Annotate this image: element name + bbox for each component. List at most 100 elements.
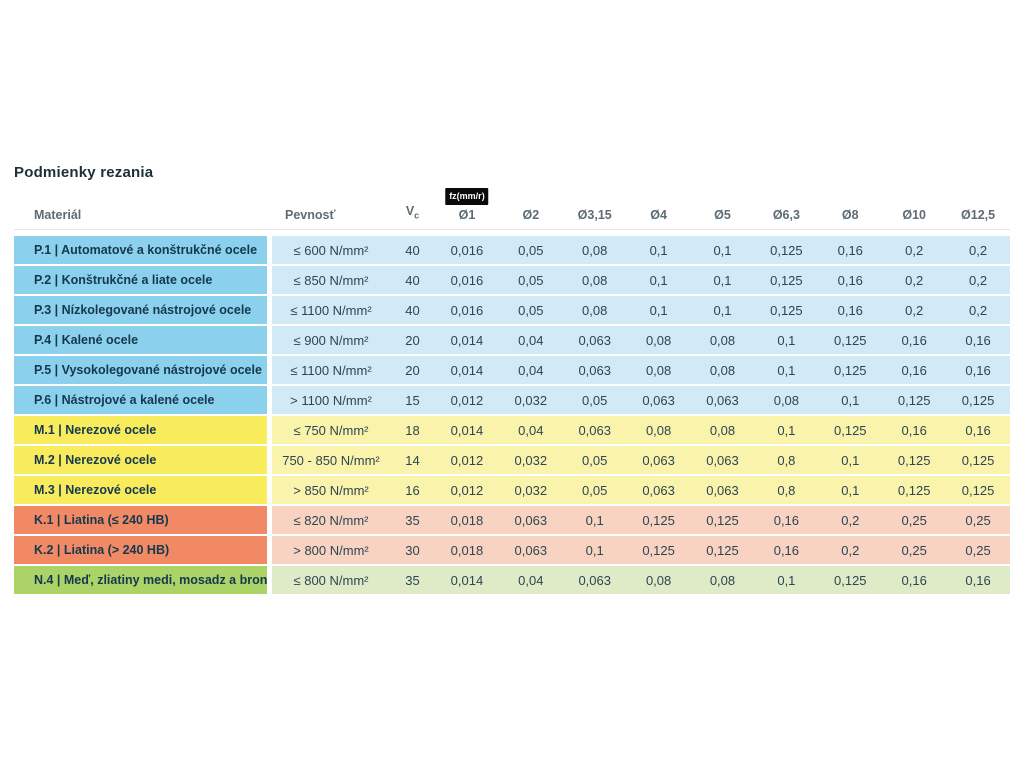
material-cell: K.2 | Liatina (> 240 HB) — [14, 536, 267, 564]
feed-cell: 0,063 — [498, 506, 563, 534]
feed-cell: 0,2 — [946, 296, 1010, 324]
strength-cell: ≤ 850 N/mm² — [272, 266, 390, 294]
strength-cell: > 800 N/mm² — [272, 536, 390, 564]
feed-cell: 0,016 — [435, 296, 499, 324]
feed-cell: 0,08 — [690, 356, 755, 384]
feed-cell: 0,1 — [626, 266, 691, 294]
vc-cell: 14 — [390, 446, 435, 474]
column-header-d5: Ø5 — [714, 208, 731, 222]
feed-cell: 0,16 — [818, 266, 883, 294]
feed-cell: 0,08 — [626, 566, 691, 594]
feed-cell: 0,1 — [818, 386, 883, 414]
table-row: P.1 | Automatové a konštrukčné ocele ≤ 6… — [14, 236, 1010, 264]
feed-cell: 0,2 — [882, 266, 947, 294]
feed-cell: 0,16 — [818, 236, 883, 264]
feed-cell: 0,1 — [690, 236, 755, 264]
column-gap — [267, 536, 272, 564]
feed-cell: 0,125 — [946, 386, 1010, 414]
feed-cell: 0,063 — [626, 386, 691, 414]
vc-cell: 18 — [390, 416, 435, 444]
feed-cell: 0,8 — [754, 476, 819, 504]
feed-cell: 0,125 — [818, 326, 883, 354]
feed-cell: 0,16 — [946, 566, 1010, 594]
feed-cell: 0,016 — [435, 266, 499, 294]
feed-cell: 0,125 — [818, 566, 883, 594]
feed-cell: 0,1 — [818, 476, 883, 504]
material-cell: N.4 | Meď, zliatiny medi, mosadz a bronz — [14, 566, 267, 594]
feed-cell: 0,04 — [498, 566, 563, 594]
feed-cell: 0,16 — [946, 356, 1010, 384]
vc-cell: 40 — [390, 266, 435, 294]
vc-cell: 40 — [390, 236, 435, 264]
feed-cell: 0,1 — [754, 416, 819, 444]
feed-cell: 0,125 — [882, 446, 947, 474]
table-row: M.3 | Nerezové ocele > 850 N/mm² 16 0,01… — [14, 476, 1010, 504]
strength-cell: ≤ 750 N/mm² — [272, 416, 390, 444]
column-gap — [267, 476, 272, 504]
column-gap — [267, 326, 272, 354]
feed-cell: 0,08 — [626, 356, 691, 384]
material-cell: P.5 | Vysokolegované nástrojové ocele — [14, 356, 267, 384]
feed-cell: 0,08 — [562, 296, 627, 324]
vc-cell: 16 — [390, 476, 435, 504]
table-body: P.1 | Automatové a konštrukčné ocele ≤ 6… — [14, 236, 1010, 594]
page-title: Podmienky rezania — [14, 164, 154, 181]
vc-cell: 40 — [390, 296, 435, 324]
feed-cell: 0,063 — [690, 446, 755, 474]
feed-cell: 0,014 — [435, 566, 499, 594]
feed-cell: 0,125 — [690, 536, 755, 564]
table-header-row: Materiál Pevnosť Vc fz(mm/r) Ø1 Ø2 Ø3,15… — [14, 188, 1010, 230]
column-header-d1: fz(mm/r) Ø1 — [435, 188, 499, 222]
feed-cell: 0,05 — [562, 476, 627, 504]
feed-cell: 0,063 — [562, 416, 627, 444]
feed-cell: 0,1 — [562, 506, 627, 534]
column-header-strength: Pevnosť — [285, 208, 336, 222]
column-header-d3-15: Ø3,15 — [577, 208, 612, 222]
feed-cell: 0,125 — [626, 536, 691, 564]
feed-cell: 0,08 — [562, 236, 627, 264]
feed-cell: 0,1 — [562, 536, 627, 564]
column-gap — [267, 416, 272, 444]
table-row: P.3 | Nízkolegované nástrojové ocele ≤ 1… — [14, 296, 1010, 324]
feed-cell: 0,063 — [626, 476, 691, 504]
feed-cell: 0,08 — [562, 266, 627, 294]
column-header-d4: Ø4 — [650, 208, 667, 222]
feed-cell: 0,1 — [626, 236, 691, 264]
feed-cell: 0,032 — [498, 386, 563, 414]
feed-cell: 0,16 — [818, 296, 883, 324]
column-gap — [267, 446, 272, 474]
feed-cell: 0,2 — [946, 236, 1010, 264]
feed-cell: 0,125 — [626, 506, 691, 534]
feed-cell: 0,2 — [882, 296, 947, 324]
d1-label: Ø1 — [458, 208, 476, 222]
vc-label: V — [405, 203, 415, 218]
material-cell: P.3 | Nízkolegované nástrojové ocele — [14, 296, 267, 324]
column-header-d12-5: Ø12,5 — [961, 208, 996, 222]
strength-cell: ≤ 600 N/mm² — [272, 236, 390, 264]
column-header-d6-3: Ø6,3 — [772, 208, 800, 222]
feed-cell: 0,08 — [626, 416, 691, 444]
feed-cell: 0,1 — [626, 296, 691, 324]
feed-cell: 0,08 — [626, 326, 691, 354]
table-row: K.1 | Liatina (≤ 240 HB) ≤ 820 N/mm² 35 … — [14, 506, 1010, 534]
strength-cell: ≤ 1100 N/mm² — [272, 296, 390, 324]
feed-cell: 0,012 — [435, 476, 499, 504]
feed-cell: 0,08 — [690, 566, 755, 594]
vc-cell: 20 — [390, 356, 435, 384]
feed-cell: 0,125 — [882, 386, 947, 414]
feed-cell: 0,125 — [754, 266, 819, 294]
table-row: K.2 | Liatina (> 240 HB) > 800 N/mm² 30 … — [14, 536, 1010, 564]
feed-cell: 0,032 — [498, 446, 563, 474]
column-header-vc: Vc — [390, 204, 435, 223]
feed-cell: 0,08 — [690, 416, 755, 444]
feed-cell: 0,16 — [946, 416, 1010, 444]
feed-cell: 0,04 — [498, 356, 563, 384]
table-row: P.4 | Kalené ocele ≤ 900 N/mm² 20 0,014 0… — [14, 326, 1010, 354]
feed-cell: 0,05 — [562, 446, 627, 474]
table-row: M.2 | Nerezové ocele 750 - 850 N/mm² 14 … — [14, 446, 1010, 474]
vc-cell: 15 — [390, 386, 435, 414]
feed-cell: 0,08 — [690, 326, 755, 354]
vc-cell: 35 — [390, 506, 435, 534]
material-cell: M.3 | Nerezové ocele — [14, 476, 267, 504]
feed-cell: 0,014 — [435, 326, 499, 354]
